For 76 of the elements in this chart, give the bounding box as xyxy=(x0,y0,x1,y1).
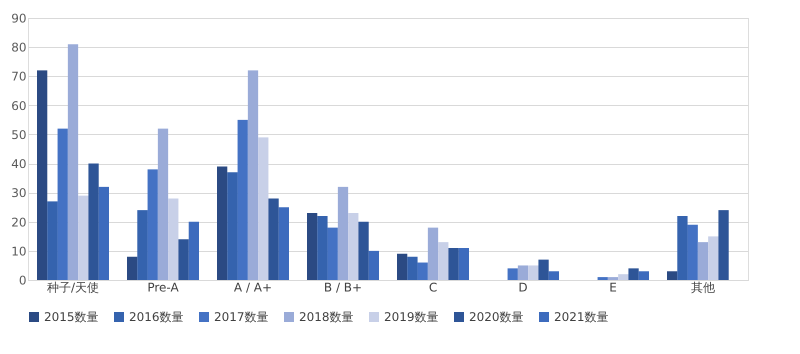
bar xyxy=(338,186,348,280)
bar xyxy=(677,216,688,280)
bar xyxy=(148,169,158,280)
x-tick-label: A / A+ xyxy=(234,280,272,294)
bar xyxy=(317,216,328,280)
bar xyxy=(168,198,178,280)
bar xyxy=(68,44,78,280)
bar xyxy=(307,213,318,280)
bar xyxy=(348,213,358,280)
bar xyxy=(518,265,528,280)
bar xyxy=(418,262,428,280)
legend-label: 2019数量 xyxy=(384,310,439,324)
y-tick-label: 70 xyxy=(11,70,26,84)
bar xyxy=(698,242,708,280)
bar xyxy=(258,137,268,280)
x-tick-label: C xyxy=(428,280,438,294)
bar xyxy=(248,70,258,280)
bar xyxy=(328,228,338,280)
bar xyxy=(638,271,649,280)
bar xyxy=(278,207,289,280)
y-tick-label: 40 xyxy=(11,157,26,172)
bar xyxy=(438,242,448,280)
x-tick-label: B / B+ xyxy=(324,280,362,294)
bar xyxy=(268,198,279,280)
x-tick-label: D xyxy=(518,280,528,294)
bar xyxy=(127,256,138,280)
bar xyxy=(58,128,68,280)
y-tick-label: 50 xyxy=(11,128,26,142)
legend-label: 2020数量 xyxy=(469,310,524,324)
bar xyxy=(508,268,518,280)
bar xyxy=(598,277,608,280)
bar xyxy=(358,222,369,280)
y-tick-label: 0 xyxy=(18,274,26,288)
x-tick-label: Pre-A xyxy=(147,280,180,294)
bar xyxy=(217,166,228,280)
bar xyxy=(397,254,408,280)
y-tick-label: 80 xyxy=(11,40,26,55)
bar xyxy=(88,164,99,280)
legend-label: 2015数量 xyxy=(44,310,99,324)
bar xyxy=(688,224,698,280)
bar xyxy=(538,260,549,280)
bar xyxy=(548,271,559,280)
bar xyxy=(448,248,459,280)
bar xyxy=(137,210,148,280)
bar xyxy=(407,256,418,280)
bar xyxy=(47,201,58,280)
x-tick-label: 种子/天使 xyxy=(46,280,100,294)
bar xyxy=(618,274,628,280)
bar xyxy=(608,277,618,280)
y-tick-label: 90 xyxy=(11,12,26,26)
legend-label: 2021数量 xyxy=(554,310,609,324)
bar xyxy=(628,268,639,280)
y-tick-label: 20 xyxy=(11,215,26,230)
bar xyxy=(98,186,109,280)
legend-label: 2017数量 xyxy=(214,310,269,324)
bar xyxy=(458,248,469,280)
y-tick-label: 30 xyxy=(11,186,26,200)
bar xyxy=(37,70,48,280)
bar xyxy=(188,222,199,280)
bar xyxy=(227,172,238,280)
bar xyxy=(708,236,718,280)
bar xyxy=(428,228,438,280)
bar xyxy=(718,210,729,280)
y-tick-label: 60 xyxy=(11,98,26,113)
bar xyxy=(667,271,678,280)
bar xyxy=(158,128,168,280)
bar xyxy=(78,196,88,280)
legend-label: 2016数量 xyxy=(129,310,184,324)
legend-label: 2018数量 xyxy=(299,310,354,324)
bar xyxy=(178,239,189,280)
bar xyxy=(528,265,538,280)
y-tick-label: 10 xyxy=(11,244,26,258)
bar xyxy=(368,250,379,280)
x-tick-label: 其他 xyxy=(691,280,715,294)
bar xyxy=(238,120,248,280)
x-tick-label: E xyxy=(609,280,617,294)
